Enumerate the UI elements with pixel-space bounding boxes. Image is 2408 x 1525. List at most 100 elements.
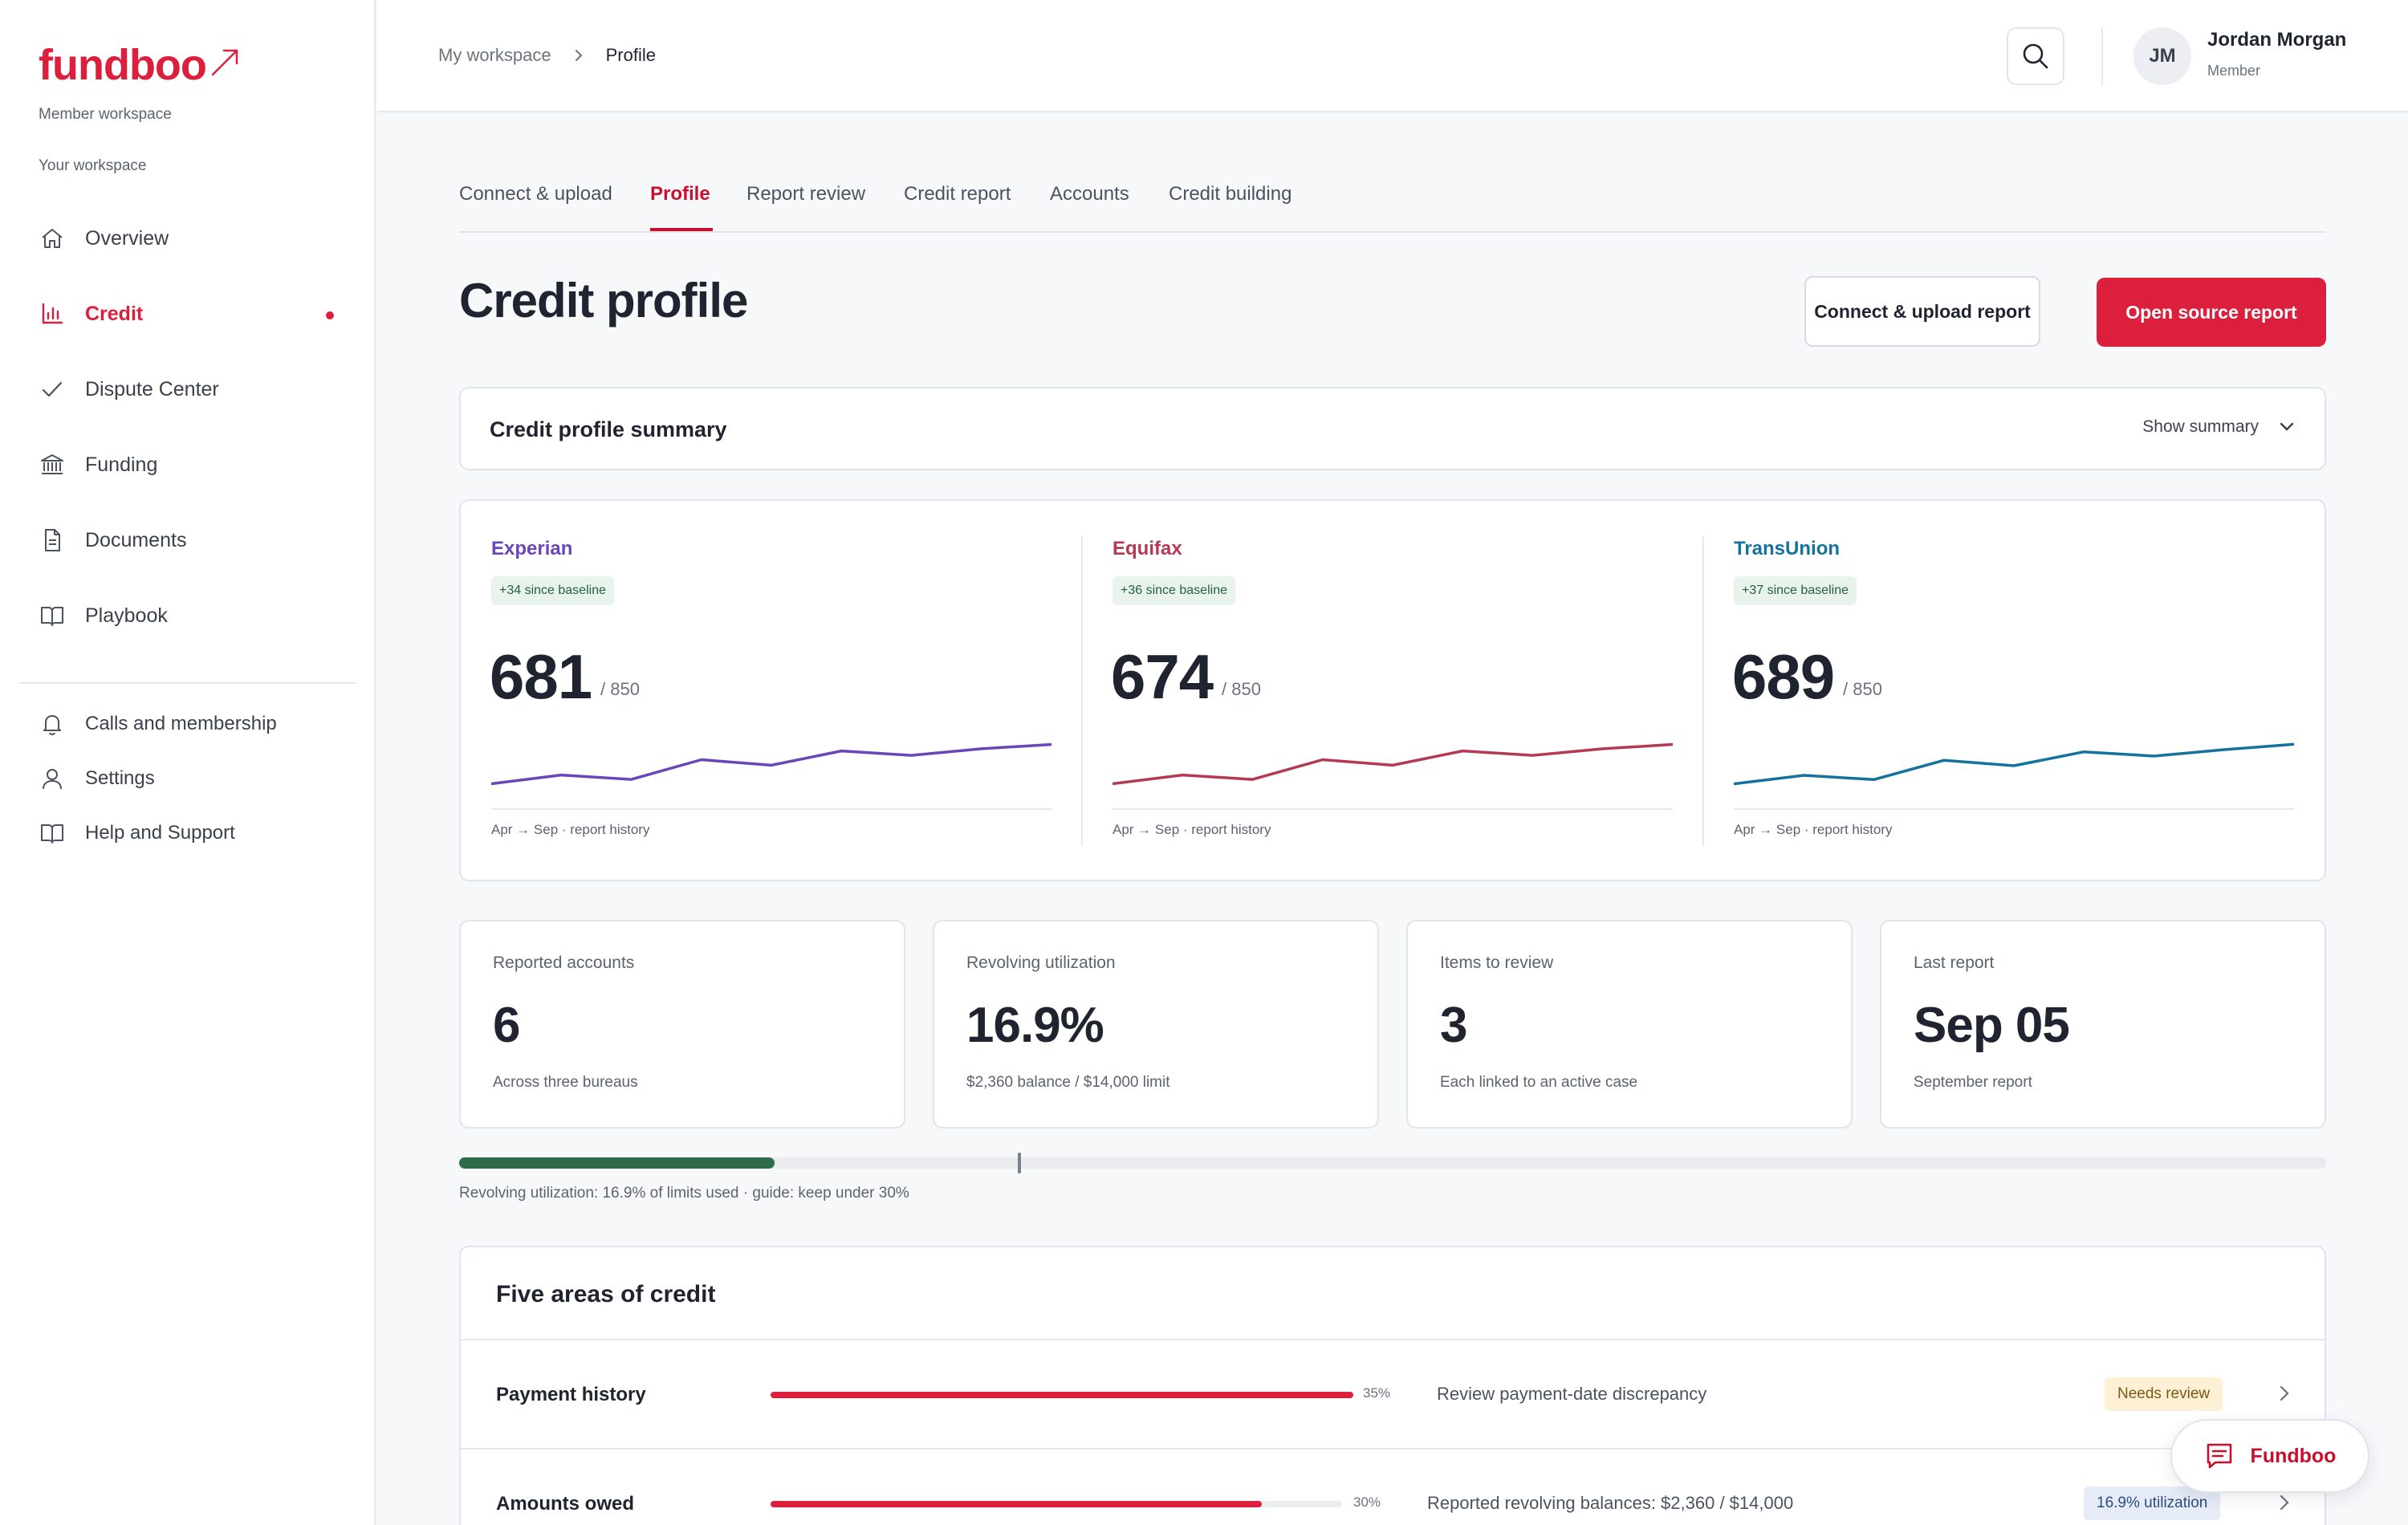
- sidebar-divider: [19, 682, 356, 684]
- book-open-icon: [39, 602, 66, 629]
- sidebar-item-label: Credit: [85, 302, 144, 325]
- tab-accounts[interactable]: Accounts: [1050, 183, 1129, 205]
- brand-name: fundboo: [39, 41, 207, 89]
- sidebar-item-dispute-center[interactable]: Dispute Center: [19, 352, 356, 427]
- stat-label: Reported accounts: [493, 954, 635, 972]
- sidebar-item-funding[interactable]: Funding: [19, 427, 356, 502]
- stat-card-last-report: Last report Sep 05 September report: [1880, 920, 2326, 1128]
- header-divider: [2101, 27, 2103, 85]
- sidebar-section-label: Your workspace: [39, 157, 147, 174]
- bureau-name: Equifax: [1112, 538, 1182, 559]
- bureau-score: 681: [490, 641, 592, 712]
- sidebar-item-documents[interactable]: Documents: [19, 502, 356, 578]
- workspace-subtitle: Member workspace: [39, 106, 172, 123]
- stat-value: 3: [1440, 998, 1467, 1053]
- status-badge: Needs review: [2105, 1377, 2223, 1411]
- sidebar-item-overview[interactable]: Overview: [19, 201, 356, 276]
- bureau-card-equifax: Equifax +36 since baseline 674 / 850 Apr…: [1082, 501, 1704, 883]
- utilization-progress-fill: [459, 1157, 775, 1169]
- tab-report-review[interactable]: Report review: [746, 183, 866, 205]
- five-areas-of-credit: Five areas of credit Payment history 35%…: [459, 1246, 2326, 1525]
- bureau-score-max: / 850: [600, 679, 640, 699]
- stat-card-revolving-utilization: Revolving utilization 16.9% $2,360 balan…: [933, 920, 1379, 1128]
- utilization-guide-marker: [1017, 1153, 1021, 1173]
- chevron-right-icon[interactable]: [2273, 1491, 2296, 1518]
- area-description: Reported revolving balances: $2,360 / $1…: [1427, 1493, 1794, 1513]
- area-name: Amounts owed: [496, 1493, 634, 1515]
- area-weight-fill: [771, 1501, 1263, 1507]
- page-title: Credit profile: [459, 274, 748, 327]
- sidebar-item-label: Help and Support: [85, 822, 235, 844]
- sidebar-item-label: Playbook: [85, 604, 168, 627]
- area-name: Payment history: [496, 1384, 646, 1405]
- user-name[interactable]: Jordan Morgan: [2207, 29, 2347, 51]
- area-row-amounts-owed[interactable]: Amounts owed 30% Reported revolving bala…: [461, 1450, 2325, 1525]
- chevron-right-icon: [572, 49, 585, 62]
- book-icon: [39, 819, 66, 847]
- sidebar-nav: Overview Credit Dispute Center Funding: [19, 201, 356, 653]
- sidebar-item-settings[interactable]: Settings: [19, 751, 356, 806]
- area-description: Review payment-date discrepancy: [1437, 1384, 1707, 1404]
- avatar[interactable]: JM: [2133, 27, 2191, 85]
- bell-icon: [39, 710, 66, 738]
- user-role: Member: [2207, 63, 2261, 79]
- stat-footnote: Each linked to an active case: [1440, 1074, 1638, 1091]
- open-source-report-button[interactable]: Open source report: [2097, 278, 2326, 347]
- bank-icon: [39, 451, 66, 478]
- summary-title: Credit profile summary: [490, 417, 727, 441]
- sparkline-series: [1112, 742, 1673, 786]
- active-tab-underline: [650, 228, 713, 231]
- home-icon: [39, 225, 66, 252]
- tab-connect-upload[interactable]: Connect & upload: [459, 183, 612, 205]
- utilization-caption: Revolving utilization: 16.9% of limits u…: [459, 1185, 909, 1202]
- score-sparkline: [491, 742, 1051, 810]
- area-row-payment-history[interactable]: Payment history 35% Review payment-date …: [461, 1340, 2325, 1448]
- bureau-divider: [1081, 536, 1083, 846]
- baseline-change-badge: +34 since baseline: [491, 576, 614, 605]
- sidebar-item-calls-and-membership[interactable]: Calls and membership: [19, 697, 356, 751]
- assistant-chat-button[interactable]: Fundboo: [2170, 1419, 2369, 1493]
- search-button[interactable]: [2007, 27, 2064, 85]
- chevron-down-icon: [2280, 422, 2294, 431]
- baseline-change-badge: +36 since baseline: [1112, 576, 1235, 605]
- profile-tabs: Connect & upload Profile Report review C…: [459, 161, 2326, 233]
- stat-label: Items to review: [1440, 954, 1554, 972]
- connect-upload-report-button[interactable]: Connect & upload report: [1804, 276, 2040, 347]
- sidebar-item-playbook[interactable]: Playbook: [19, 578, 356, 653]
- sidebar-item-label: Documents: [85, 528, 187, 551]
- sidebar-item-label: Settings: [85, 767, 155, 789]
- area-weight-fill: [771, 1392, 1353, 1398]
- tab-profile[interactable]: Profile: [650, 183, 710, 205]
- stat-value: 16.9%: [966, 998, 1104, 1053]
- row-divider: [461, 1339, 2325, 1340]
- chevron-right-icon[interactable]: [2273, 1382, 2296, 1409]
- stat-value: 6: [493, 998, 520, 1053]
- brand-logo[interactable]: fundboo: [39, 40, 242, 90]
- score-sparkline: [1734, 742, 2294, 810]
- sidebar-item-credit[interactable]: Credit: [19, 276, 356, 352]
- breadcrumb: My workspace Profile: [438, 45, 656, 66]
- bureau-score-max: / 850: [1222, 679, 1261, 699]
- section-title: Five areas of credit: [496, 1281, 716, 1307]
- sidebar-item-label: Dispute Center: [85, 377, 219, 401]
- bureau-history-caption: Apr → Sep · report history: [491, 822, 650, 837]
- breadcrumb-current: Profile: [605, 45, 656, 65]
- score-sparkline: [1112, 742, 1673, 810]
- sparkline-series: [491, 742, 1051, 786]
- breadcrumb-link-workspace[interactable]: My workspace: [438, 45, 551, 65]
- user-icon: [39, 765, 66, 792]
- check-icon: [39, 376, 66, 403]
- assistant-label: Fundboo: [2250, 1444, 2337, 1467]
- document-icon: [39, 527, 66, 554]
- stat-card-reported-accounts: Reported accounts 6 Across three bureaus: [459, 920, 905, 1128]
- sidebar-item-help-and-support[interactable]: Help and Support: [19, 806, 356, 860]
- show-summary-toggle[interactable]: Show summary: [2142, 417, 2296, 437]
- stat-footnote: $2,360 balance / $14,000 limit: [966, 1074, 1170, 1091]
- sidebar-item-label: Funding: [85, 453, 158, 476]
- tab-credit-building[interactable]: Credit building: [1169, 183, 1292, 205]
- status-badge: 16.9% utilization: [2084, 1486, 2221, 1520]
- bureau-score-max: / 850: [1843, 679, 1882, 699]
- sidebar-secondary-nav: Calls and membership Settings Help and S…: [19, 697, 356, 860]
- tab-credit-report[interactable]: Credit report: [904, 183, 1011, 205]
- area-weight-bar: [771, 1501, 1342, 1507]
